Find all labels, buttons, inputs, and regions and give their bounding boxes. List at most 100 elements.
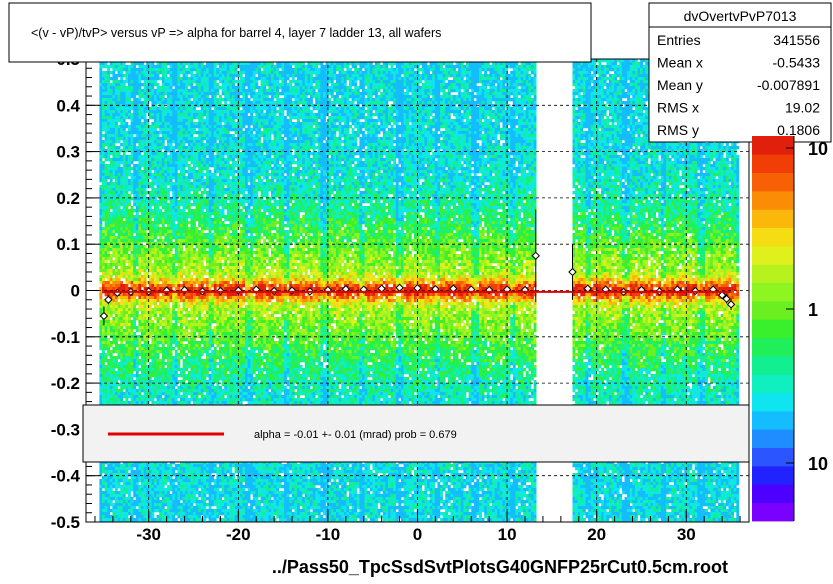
heatmap-cell: [131, 224, 134, 227]
heatmap-cell: [162, 299, 165, 302]
heatmap-cell: [146, 506, 149, 509]
heatmap-cell: [162, 191, 165, 194]
heatmap-cell: [175, 203, 178, 206]
heatmap-cell: [157, 254, 160, 257]
heatmap-cell: [120, 317, 123, 320]
heatmap-cell: [172, 119, 175, 122]
heatmap-cell: [128, 497, 131, 500]
heatmap-cell: [118, 140, 121, 143]
heatmap-cell: [107, 176, 110, 179]
heatmap-cell: [159, 146, 162, 149]
heatmap-cell: [149, 326, 152, 329]
heatmap-cell: [175, 215, 178, 218]
heatmap-cell: [177, 503, 180, 506]
heatmap-cell: [144, 488, 147, 491]
heatmap-cell: [138, 248, 141, 251]
heatmap-cell: [154, 98, 157, 101]
heatmap-cell: [102, 152, 105, 155]
heatmap-cell: [149, 224, 152, 227]
heatmap-cell: [138, 140, 141, 143]
heatmap-cell: [118, 134, 121, 137]
heatmap-cell: [115, 119, 118, 122]
heatmap-cell: [185, 368, 188, 371]
heatmap-cell: [118, 89, 121, 92]
heatmap-cell: [125, 272, 128, 275]
heatmap-cell: [125, 176, 128, 179]
heatmap-cell: [162, 296, 165, 299]
heatmap-cell: [120, 521, 123, 524]
heatmap-cell: [99, 323, 102, 326]
heatmap-cell: [177, 296, 180, 299]
heatmap-cell: [120, 176, 123, 179]
heatmap-cell: [138, 401, 141, 404]
heatmap-cell: [172, 146, 175, 149]
heatmap-cell: [154, 221, 157, 224]
heatmap-cell: [136, 359, 139, 362]
heatmap-cell: [185, 332, 188, 335]
heatmap-cell: [159, 143, 162, 146]
heatmap-cell: [180, 284, 183, 287]
heatmap-cell: [146, 368, 149, 371]
heatmap-cell: [188, 116, 191, 119]
heatmap-cell: [167, 236, 170, 239]
heatmap-cell: [162, 119, 165, 122]
heatmap-cell: [183, 371, 186, 374]
heatmap-cell: [146, 236, 149, 239]
heatmap-cell: [172, 164, 175, 167]
heatmap-cell: [123, 332, 126, 335]
heatmap-cell: [107, 182, 110, 185]
heatmap-cell: [123, 65, 126, 68]
heatmap-cell: [144, 134, 147, 137]
heatmap-cell: [107, 119, 110, 122]
heatmap-cell: [185, 191, 188, 194]
heatmap-cell: [144, 464, 147, 467]
heatmap-cell: [112, 368, 115, 371]
heatmap-cell: [138, 65, 141, 68]
heatmap-cell: [128, 179, 131, 182]
heatmap-cell: [133, 101, 136, 104]
heatmap-cell: [157, 200, 160, 203]
heatmap-cell: [185, 176, 188, 179]
heatmap-cell: [177, 272, 180, 275]
heatmap-cell: [149, 137, 152, 140]
heatmap-cell: [125, 80, 128, 83]
heatmap-cell: [99, 134, 102, 137]
heatmap-cell: [175, 155, 178, 158]
heatmap-cell: [115, 251, 118, 254]
heatmap-cell: [188, 101, 191, 104]
heatmap-cell: [167, 158, 170, 161]
heatmap-cell: [115, 89, 118, 92]
heatmap-cell: [175, 248, 178, 251]
heatmap-cell: [154, 263, 157, 266]
heatmap-cell: [162, 338, 165, 341]
heatmap-cell: [141, 200, 144, 203]
heatmap-cell: [110, 146, 113, 149]
heatmap-cell: [115, 110, 118, 113]
heatmap-cell: [172, 323, 175, 326]
heatmap-cell: [141, 233, 144, 236]
heatmap-cell: [151, 74, 154, 77]
heatmap-cell: [133, 74, 136, 77]
heatmap-cell: [105, 368, 108, 371]
heatmap-cell: [123, 311, 126, 314]
heatmap-cell: [157, 71, 160, 74]
heatmap-cell: [125, 314, 128, 317]
heatmap-cell: [180, 188, 183, 191]
heatmap-cell: [154, 137, 157, 140]
heatmap-cell: [136, 119, 139, 122]
heatmap-cell: [154, 122, 157, 125]
heatmap-cell: [151, 239, 154, 242]
heatmap-cell: [125, 386, 128, 389]
heatmap-cell: [141, 116, 144, 119]
heatmap-cell: [177, 119, 180, 122]
heatmap-cell: [144, 194, 147, 197]
heatmap-cell: [141, 113, 144, 116]
heatmap-cell: [131, 74, 134, 77]
heatmap-cell: [164, 239, 167, 242]
heatmap-cell: [112, 287, 115, 290]
heatmap-cell: [175, 182, 178, 185]
heatmap-cell: [180, 311, 183, 314]
heatmap-cell: [177, 182, 180, 185]
heatmap-cell: [125, 179, 128, 182]
heatmap-cell: [146, 200, 149, 203]
